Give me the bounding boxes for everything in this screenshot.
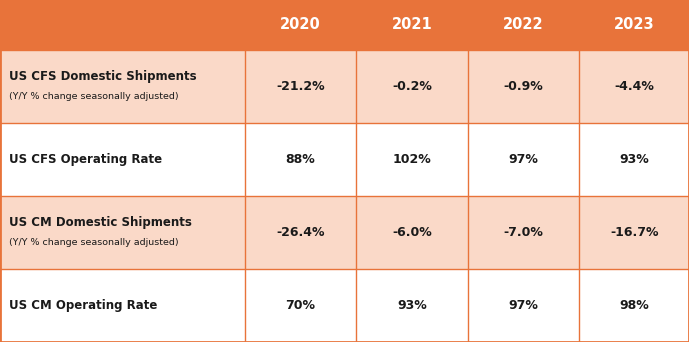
Text: 88%: 88% [285, 153, 316, 166]
Text: 93%: 93% [619, 153, 649, 166]
Text: 97%: 97% [508, 299, 539, 312]
Text: -26.4%: -26.4% [276, 226, 325, 239]
Text: -6.0%: -6.0% [392, 226, 432, 239]
Bar [0, 196, 689, 269]
Text: 2022: 2022 [504, 17, 544, 32]
Text: US CM Operating Rate: US CM Operating Rate [9, 299, 157, 312]
Text: 2023: 2023 [614, 17, 655, 32]
Bar [0, 0, 689, 50]
Bar [0, 50, 689, 123]
Text: -21.2%: -21.2% [276, 80, 325, 93]
Text: 2021: 2021 [391, 17, 433, 32]
Text: 98%: 98% [619, 299, 649, 312]
Text: -16.7%: -16.7% [610, 226, 659, 239]
Text: 2020: 2020 [280, 17, 321, 32]
Text: (Y/Y % change seasonally adjusted): (Y/Y % change seasonally adjusted) [9, 92, 178, 101]
Text: -7.0%: -7.0% [504, 226, 544, 239]
Text: US CFS Operating Rate: US CFS Operating Rate [9, 153, 162, 166]
Text: US CFS Domestic Shipments: US CFS Domestic Shipments [9, 70, 196, 83]
Bar [0, 123, 689, 196]
Text: 102%: 102% [393, 153, 431, 166]
Text: 93%: 93% [397, 299, 427, 312]
Bar [0, 269, 689, 342]
Text: 70%: 70% [285, 299, 316, 312]
Text: US CM Domestic Shipments: US CM Domestic Shipments [9, 216, 192, 229]
Text: -0.2%: -0.2% [392, 80, 432, 93]
Text: 97%: 97% [508, 153, 539, 166]
Text: -4.4%: -4.4% [615, 80, 654, 93]
Text: (Y/Y % change seasonally adjusted): (Y/Y % change seasonally adjusted) [9, 238, 178, 247]
Text: -0.9%: -0.9% [504, 80, 544, 93]
